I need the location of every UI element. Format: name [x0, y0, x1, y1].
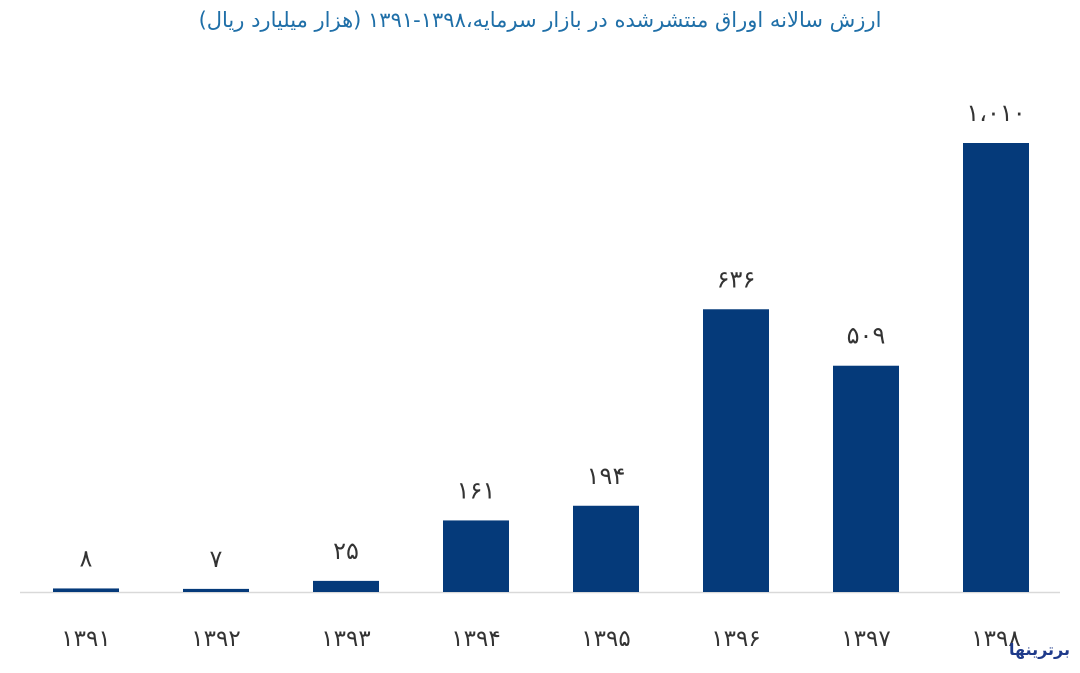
- data-label-2: ۷: [210, 545, 223, 573]
- x-tick-label-4: ۱۳۹۴: [451, 626, 500, 652]
- data-label-3: ۲۵: [333, 537, 359, 565]
- x-tick-label-6: ۱۳۹۶: [711, 626, 760, 652]
- bar-7: [833, 365, 899, 592]
- data-label-1: ۸: [80, 544, 93, 572]
- data-label-4: ۱۶۱: [457, 476, 496, 504]
- x-tick-label-1: ۱۳۹۱: [61, 626, 110, 652]
- data-label-7: ۵۰۹: [847, 322, 886, 350]
- x-tick-label-7: ۱۳۹۷: [841, 626, 890, 652]
- bar-4: [443, 520, 509, 592]
- bar-8: [963, 143, 1029, 592]
- data-label-6: ۶۳۶: [717, 265, 756, 293]
- bar-2: [183, 588, 249, 592]
- data-label-8: ۱،۰۱۰: [966, 99, 1025, 127]
- bar-1: [53, 588, 119, 592]
- watermark-logo: برترینها: [1008, 640, 1070, 659]
- data-label-5: ۱۹۴: [587, 462, 626, 490]
- bar-5: [573, 505, 639, 592]
- x-tick-label-5: ۱۳۹۵: [581, 626, 630, 652]
- chart-title: ارزش سالانه اوراق منتشرشده در بازار سرما…: [198, 8, 882, 32]
- bar-3: [313, 580, 379, 592]
- x-tick-label-2: ۱۳۹۲: [191, 626, 240, 652]
- bar-6: [703, 309, 769, 592]
- x-tick-label-8: ۱۳۹۸: [971, 626, 1020, 652]
- x-tick-label-3: ۱۳۹۳: [321, 626, 370, 652]
